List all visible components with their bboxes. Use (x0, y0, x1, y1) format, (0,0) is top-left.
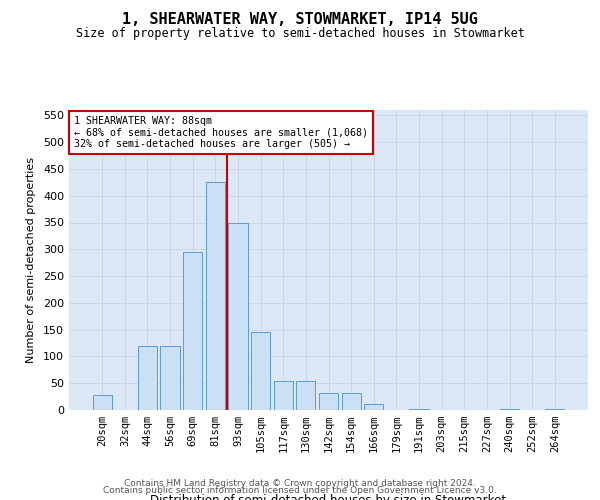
Bar (229, 222, 248, 410)
Bar (341, 393, 361, 410)
Bar (364, 404, 383, 410)
Text: Size of property relative to semi-detached houses in Stowmarket: Size of property relative to semi-detach… (76, 28, 524, 40)
Bar (206, 182, 225, 410)
Text: Contains public sector information licensed under the Open Government Licence v3: Contains public sector information licen… (103, 486, 497, 495)
X-axis label: Distribution of semi-detached houses by size in Stowmarket: Distribution of semi-detached houses by … (151, 494, 506, 500)
Text: 1 SHEARWATER WAY: 88sqm
← 68% of semi-detached houses are smaller (1,068)
32% of: 1 SHEARWATER WAY: 88sqm ← 68% of semi-de… (74, 116, 368, 149)
Bar (160, 346, 180, 410)
Bar (183, 252, 202, 410)
Bar (92, 395, 112, 410)
Bar (319, 393, 338, 410)
Bar (296, 380, 316, 410)
Y-axis label: Number of semi-detached properties: Number of semi-detached properties (26, 157, 36, 363)
Bar (409, 409, 428, 410)
Bar (274, 380, 293, 410)
Text: 1, SHEARWATER WAY, STOWMARKET, IP14 5UG: 1, SHEARWATER WAY, STOWMARKET, IP14 5UG (122, 12, 478, 28)
Bar (138, 346, 157, 410)
Text: Contains HM Land Registry data © Crown copyright and database right 2024.: Contains HM Land Registry data © Crown c… (124, 478, 476, 488)
Bar (500, 409, 519, 410)
Bar (251, 332, 270, 410)
Bar (545, 409, 565, 410)
